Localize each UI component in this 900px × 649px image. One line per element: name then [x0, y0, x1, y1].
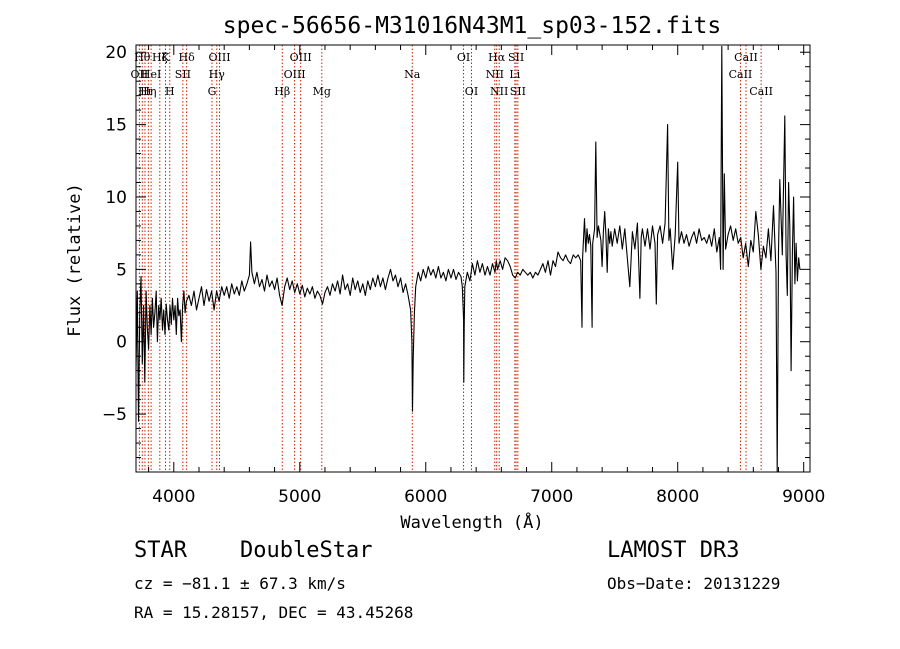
marker-label-19: OI	[465, 85, 478, 98]
marker-label-18: OI	[457, 51, 470, 64]
marker-label-0: OII	[131, 68, 149, 81]
survey-label: LAMOST DR3	[607, 538, 740, 563]
coordinates: RA = 15.28157, DEC = 43.45268	[134, 603, 414, 622]
y-tick-label-3: 10	[105, 188, 127, 208]
x-axis: 4000 5000 6000 7000 8000 9000	[148, 45, 825, 507]
marker-label-6: K	[161, 51, 170, 64]
redshift-velocity: cz = −81.1 ± 67.3 km/s	[134, 574, 346, 593]
marker-label-2: Hι	[138, 85, 152, 98]
marker-label-20: NII	[486, 68, 504, 81]
marker-label-13: Hβ	[274, 85, 290, 98]
marker-label-25: SII	[510, 85, 526, 98]
marker-label-22: NII	[490, 85, 508, 98]
observation-date: Obs−Date: 20131229	[607, 574, 781, 593]
spectral-line-labels: OIIHθHιHηHeIHζKHSIIHδGHγOIIIHβOIIIOIIIMg…	[131, 51, 773, 98]
x-tick-label-1: 5000	[278, 487, 321, 507]
marker-label-17: Na	[404, 68, 421, 81]
x-tick-label-4: 8000	[656, 487, 699, 507]
y-tick-label-4: 15	[105, 116, 127, 136]
y-tick-label-2: 5	[116, 260, 127, 280]
marker-label-28: CaII	[749, 85, 773, 98]
marker-label-26: CaII	[729, 68, 753, 81]
y-axis-label: Flux (relative)	[65, 183, 85, 337]
x-axis-label: Wavelength (Å)	[400, 511, 543, 533]
x-tick-label-0: 4000	[152, 487, 195, 507]
y-tick-label-0: −5	[102, 405, 127, 425]
y-tick-label-1: 0	[116, 333, 127, 353]
marker-label-24: SII	[508, 51, 524, 64]
subclass-label: DoubleStar	[240, 538, 373, 563]
marker-label-23: Li	[509, 68, 520, 81]
marker-label-10: G	[208, 85, 217, 98]
marker-label-7: H	[165, 85, 175, 98]
marker-label-4: HeI	[141, 68, 161, 81]
chart-title: spec-56656-M31016N43M1_sp03-152.fits	[223, 13, 722, 39]
marker-label-27: CaII	[734, 51, 758, 64]
spectral-line-markers	[138, 45, 762, 472]
marker-label-16: Mg	[313, 85, 331, 98]
marker-label-14: OIII	[284, 68, 306, 81]
marker-label-11: Hγ	[209, 68, 226, 81]
plot-frame	[135, 44, 811, 473]
marker-label-8: SII	[175, 68, 191, 81]
spectrum-line	[135, 45, 801, 473]
marker-label-5: Hζ	[152, 51, 168, 64]
marker-label-9: Hδ	[179, 51, 196, 64]
marker-label-21: Hα	[488, 51, 506, 64]
marker-label-12: OIII	[208, 51, 230, 64]
y-axis: −5 0 5 10 15 20	[102, 43, 810, 473]
spectrum-plot: spec-56656-M31016N43M1_sp03-152.fits OII…	[65, 13, 825, 533]
x-tick-label-2: 6000	[404, 487, 447, 507]
marker-label-1: Hθ	[134, 51, 151, 64]
x-tick-label-3: 7000	[530, 487, 573, 507]
marker-label-15: OIII	[290, 51, 312, 64]
marker-label-3: Hη	[140, 85, 156, 98]
class-label: STAR	[134, 538, 187, 563]
y-tick-label-5: 20	[105, 43, 127, 63]
x-tick-label-5: 9000	[782, 487, 825, 507]
